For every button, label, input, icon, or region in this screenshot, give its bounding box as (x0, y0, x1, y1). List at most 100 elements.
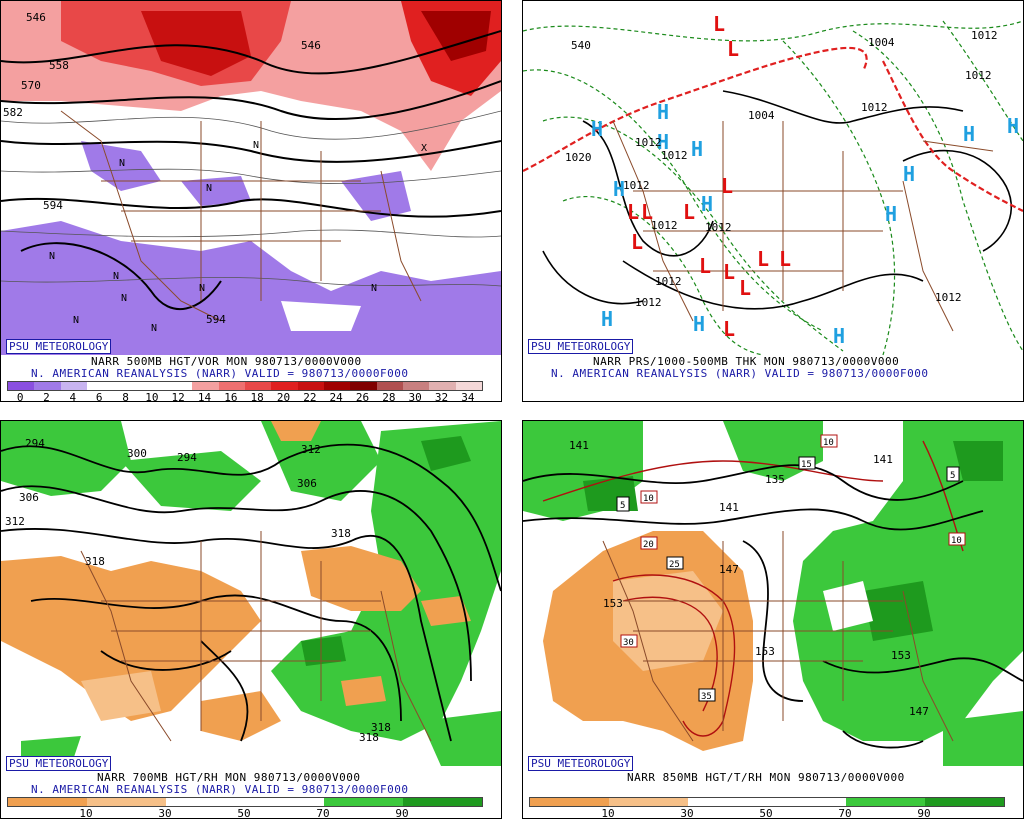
colorbar-tick-label: 10 (79, 807, 93, 819)
contour-label: 546 (26, 11, 46, 24)
contour-label: 558 (49, 59, 69, 72)
contour-label: 318 (331, 527, 351, 540)
high-pressure-symbol: H (833, 324, 845, 348)
contour-label: 153 (603, 597, 623, 610)
colorbar-swatch (323, 382, 351, 390)
contour-label: 147 (909, 705, 929, 718)
contour-label: 594 (43, 199, 63, 212)
high-pressure-symbol: H (1007, 114, 1019, 138)
colorbar-tick-label: 50 (237, 807, 251, 819)
low-pressure-symbol: L (713, 12, 725, 36)
colorbar-swatch (8, 382, 35, 390)
contour-label: 546 (301, 39, 321, 52)
map-caption-product: NARR PRS/1000-500MB THK MON 980713/0000V… (593, 355, 900, 368)
svg-text:N: N (113, 271, 119, 282)
contour-label: 294 (25, 437, 45, 450)
low-pressure-symbol: L (683, 200, 695, 224)
svg-text:N: N (199, 283, 205, 294)
svg-text:N: N (151, 323, 157, 334)
low-pressure-symbol: L (757, 247, 769, 271)
political-boundaries (80, 531, 432, 742)
height-contours (1, 443, 501, 742)
colorbar-swatch (609, 798, 688, 806)
contour-label: 1012 (705, 221, 732, 234)
colorbar-tick-label: 0 (16, 391, 24, 402)
contour-label: 141 (569, 439, 589, 452)
high-pressure-symbol: H (591, 117, 603, 141)
low-pressure-symbol: L (627, 200, 639, 224)
political-boundaries (602, 531, 954, 742)
map-500mb: NNN NNN NNN XN 546 558 570 582 594 594 5… (1, 1, 501, 355)
contour-label: 594 (206, 313, 226, 326)
temp-label: 15 (801, 460, 812, 470)
map-caption-valid: N. AMERICAN REANALYSIS (NARR) VALID = 98… (551, 367, 929, 380)
colorbar-tick-label: 32 (434, 391, 449, 402)
colorbar-tick-label: 90 (395, 807, 409, 819)
low-pressure-symbol: L (723, 260, 735, 284)
high-pressure-symbol: H (657, 130, 669, 154)
colorbar-swatch (8, 798, 87, 806)
colorbar-swatch (245, 798, 324, 806)
map-caption-product: NARR 500MB HGT/VOR MON 980713/0000V000 (91, 355, 362, 368)
temp-label: 30 (623, 638, 634, 648)
colorbar-tick-label: 22 (303, 391, 317, 402)
colorbar-tick-label: 34 (461, 391, 475, 402)
colorbar-swatch (113, 382, 140, 390)
political-boundaries (60, 110, 422, 322)
colorbar-swatch (218, 382, 245, 390)
map-850mb: 141 141 135 141 147 153 153 153 147 5 10… (523, 421, 1023, 771)
colorbar-swatch (34, 382, 61, 390)
colorbar-tick-label: 6 (95, 391, 103, 402)
contour-label: 540 (571, 39, 591, 52)
high-pressure-symbol: H (885, 202, 897, 226)
political-boundaries (612, 120, 994, 332)
colorbar-tick-label: 30 (158, 807, 172, 819)
low-pressure-symbol: L (699, 254, 711, 278)
contour-label: 1004 (748, 109, 775, 122)
svg-text:N: N (121, 293, 127, 304)
svg-text:N: N (371, 283, 377, 294)
psu-meteorology-badge: PSU METEOROLOGY (6, 756, 112, 771)
svg-text:N: N (49, 251, 55, 262)
panel-700mb-hgt-rh: 294 300 294 306 306 312 318 318 318 318 … (0, 420, 502, 819)
rh-colorbar (7, 797, 483, 807)
colorbar-swatch (297, 382, 324, 390)
low-pressure-symbol: L (631, 230, 643, 254)
thickness-contours (523, 20, 1023, 356)
contour-label: 141 (719, 501, 739, 514)
vorticity-colorbar-ticks: 0 2 4 6 8 10 12 14 16 18 20 22 24 26 28 30 32 34 (7, 391, 481, 402)
contour-labels: 1004 1004 1012 1012 1012 1012 1012 1012 … (565, 29, 998, 309)
rh-colorbar-ticks: 10 30 50 70 90 (7, 807, 481, 819)
contour-labels: 294 300 294 306 306 312 318 318 318 318 … (5, 437, 391, 744)
colorbar-swatch (87, 798, 166, 806)
colorbar-swatch (402, 382, 430, 390)
low-pressure-symbol: L (727, 37, 739, 61)
rh-dry-region (1, 421, 471, 741)
contour-label: 1012 (965, 69, 992, 82)
high-pressure-symbol: H (657, 100, 669, 124)
svg-text:N: N (73, 315, 79, 326)
contour-label: 1012 (935, 291, 962, 304)
rh-colorbar-ticks: 10 30 50 70 90 (529, 807, 1003, 819)
colorbar-swatch (139, 382, 166, 390)
temp-label: 10 (823, 438, 834, 448)
contour-label: 1012 (861, 101, 888, 114)
colorbar-swatch (165, 382, 193, 390)
colorbar-tick-label: 30 (680, 807, 694, 819)
contour-label: 1012 (971, 29, 998, 42)
colorbar-tick-label: 4 (69, 391, 77, 402)
colorbar-swatch (324, 798, 403, 806)
colorbar-tick-label: 26 (355, 391, 370, 402)
contour-label: 1012 (623, 179, 650, 192)
contour-label: 1004 (868, 36, 895, 49)
vorticity-low-region (1, 221, 501, 355)
svg-text:N: N (119, 158, 125, 169)
colorbar-tick-label: 10 (145, 391, 159, 402)
high-pressure-symbol: H (691, 137, 703, 161)
colorbar-tick-label: 30 (408, 391, 422, 402)
panel-850mb-hgt-t-rh: 141 141 135 141 147 153 153 153 147 5 10… (522, 420, 1024, 819)
high-pressure-symbol: H (613, 177, 625, 201)
high-pressure-symbol: H (903, 162, 915, 186)
colorbar-swatch (403, 798, 482, 806)
